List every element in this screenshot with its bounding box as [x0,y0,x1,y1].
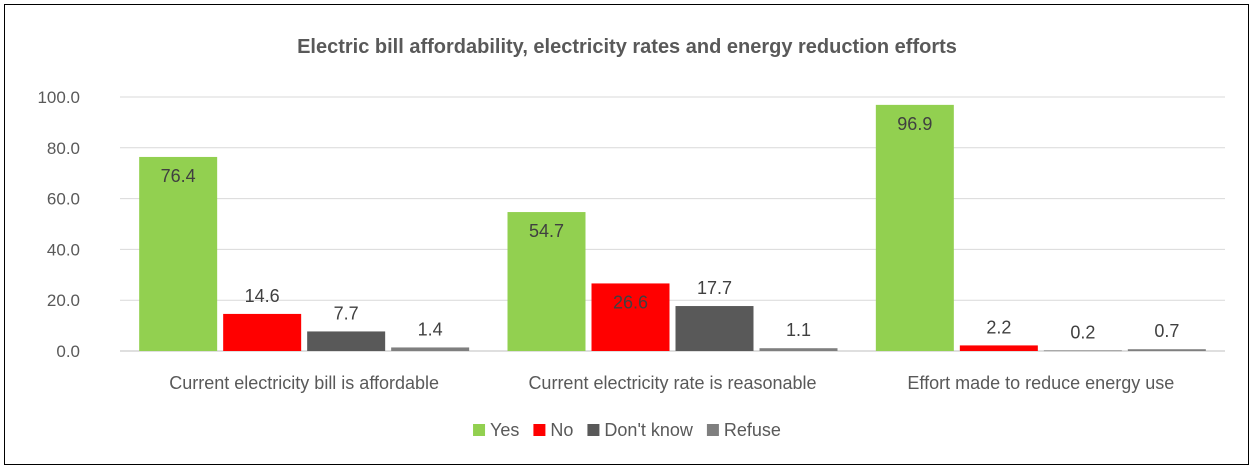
bar-no [223,313,302,351]
bar-refuse [391,347,470,351]
category-label: Current electricity bill is affordable [169,373,439,393]
bar-yes [139,156,218,351]
data-label: 0.2 [1070,322,1095,342]
bar-don-t-know [675,306,754,351]
data-label: 76.4 [161,166,196,186]
y-axis: 0.0 20.0 40.0 60.0 80.0 100.0 [37,88,80,361]
legend-swatch [473,424,486,436]
bar-yes [875,104,954,352]
bar-refuse [1127,349,1206,351]
legend-swatch [706,424,719,436]
gridlines [120,96,1225,352]
y-tick-label: 20.0 [47,291,80,310]
bar-no [959,345,1038,351]
legend: Yes No Don't know Refuse [473,420,781,440]
data-label: 26.6 [613,292,648,312]
bar-yes [507,212,586,351]
y-tick-label: 0.0 [56,342,80,361]
bars [139,104,1206,352]
category-label: Effort made to reduce energy use [907,373,1174,393]
data-label: 1.4 [418,319,443,339]
data-label: 54.7 [529,221,564,241]
y-tick-label: 60.0 [47,190,80,209]
data-label: 96.9 [897,114,932,134]
data-label: 7.7 [334,303,359,323]
data-label: 1.1 [786,320,811,340]
data-label: 17.7 [697,278,732,298]
category-label: Current electricity rate is reasonable [528,373,816,393]
legend-swatch [587,424,600,436]
y-tick-label: 100.0 [37,88,80,107]
chart-title: Electric bill affordability, electricity… [297,36,957,58]
y-tick-label: 40.0 [47,240,80,259]
data-label: 2.2 [986,317,1011,337]
legend-label: Don't know [604,420,693,440]
legend-label: Refuse [724,420,781,440]
data-labels: 76.4 14.6 7.7 1.4 54.7 26.6 17.7 1.1 96.9 2.2 0.2 0… [161,114,1180,343]
y-tick-label: 80.0 [47,139,80,158]
legend-label: Yes [490,420,519,440]
legend-swatch [533,424,546,436]
legend-label: No [550,420,573,440]
bar-don-t-know [307,331,386,351]
x-axis: Current electricity bill is affordable Cu… [169,373,1174,393]
bar-refuse [759,348,838,351]
bar-don-t-know [1043,350,1122,352]
bar-no [591,283,670,351]
data-label: 0.7 [1154,321,1179,341]
data-label: 14.6 [245,286,280,306]
